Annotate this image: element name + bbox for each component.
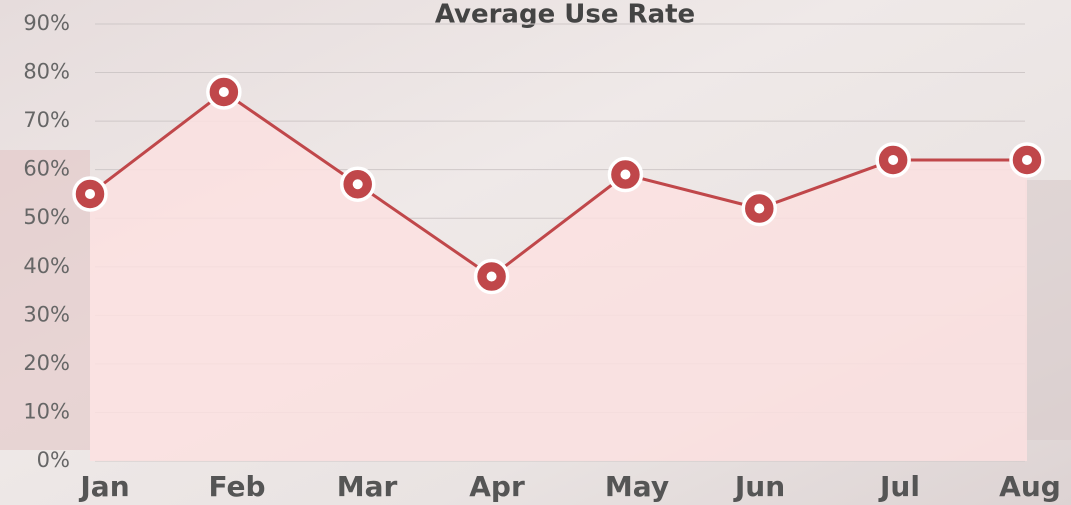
y-tick-label: 0% (37, 448, 70, 472)
point-center (85, 188, 95, 199)
x-tick-label: Aug (999, 470, 1061, 503)
point-center (754, 203, 765, 214)
y-tick-label: 80% (23, 60, 70, 84)
y-tick-label: 30% (23, 302, 70, 326)
x-tick-label: Jun (733, 470, 785, 503)
y-tick-label: 60% (23, 157, 70, 181)
y-tick-label: 70% (23, 108, 70, 132)
series-line (89, 90, 1027, 279)
y-tick-label: 90% (23, 11, 70, 35)
x-tick-label: Mar (337, 470, 398, 503)
point-center (218, 86, 229, 97)
background-shade (1025, 180, 1071, 440)
y-tick-label: 50% (23, 205, 70, 229)
x-tick-label: Feb (208, 470, 265, 503)
y-tick-label: 10% (23, 399, 70, 423)
y-tick-label: 40% (23, 254, 70, 278)
point-center (888, 154, 899, 165)
chart-title: Average Use Rate (435, 0, 695, 30)
x-tick-label: Jan (78, 470, 129, 503)
x-tick-label: May (605, 470, 669, 503)
point-center (352, 179, 363, 190)
point-center (1022, 154, 1032, 165)
x-tick-label: Apr (469, 470, 525, 503)
point-center (620, 169, 631, 180)
point-center (486, 271, 497, 282)
x-tick-label: Jul (878, 470, 920, 503)
y-tick-label: 20% (23, 351, 70, 375)
area-fill (90, 91, 1027, 461)
